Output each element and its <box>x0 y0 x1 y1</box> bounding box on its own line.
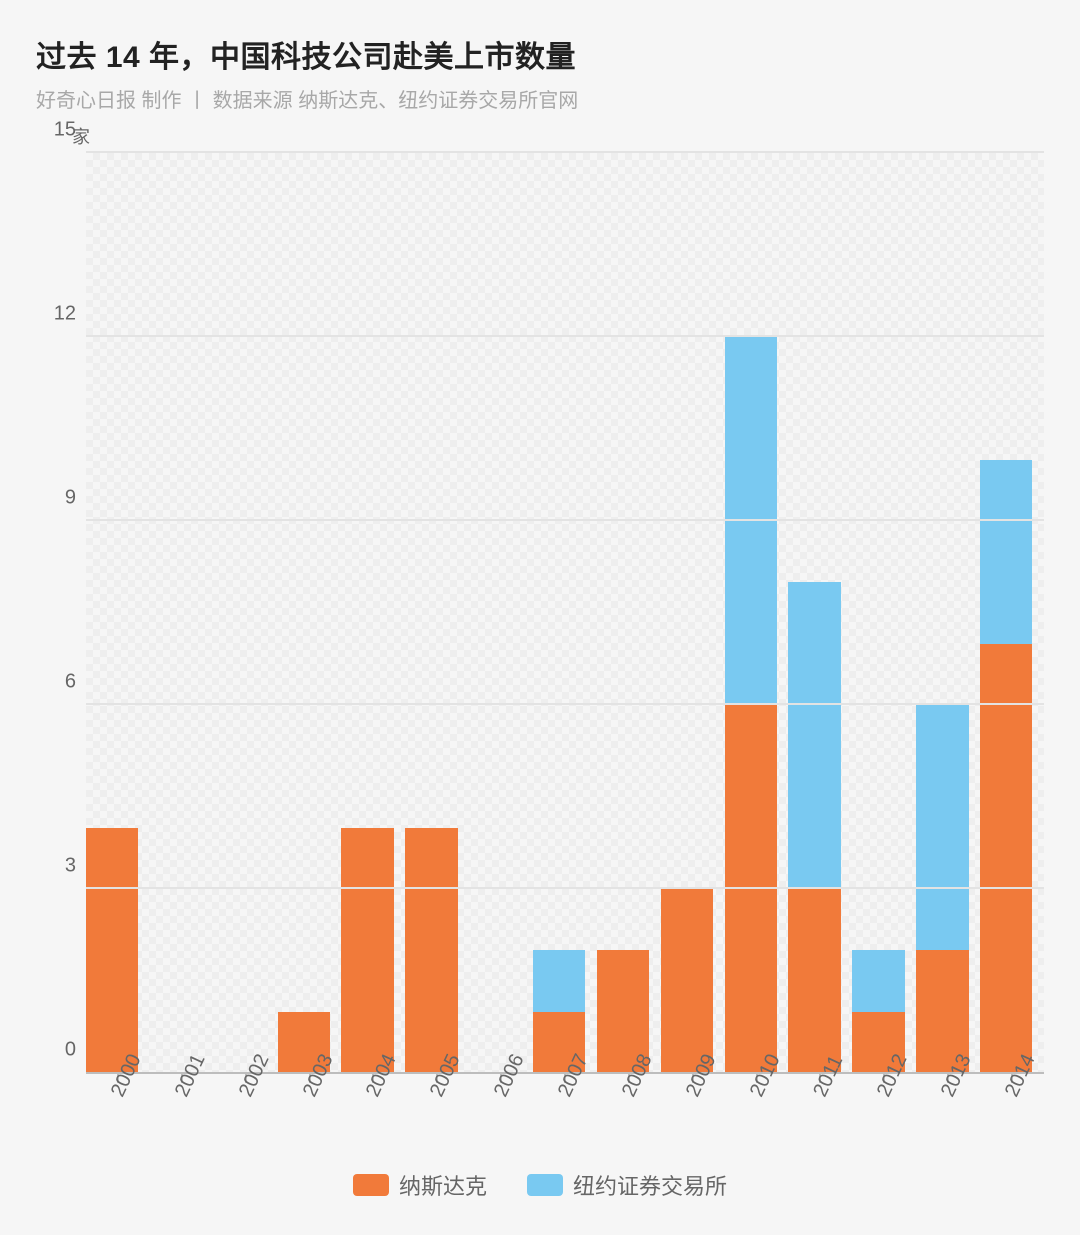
bar-segment-nyse <box>916 705 968 950</box>
bar-slot <box>278 153 342 1073</box>
x-tick: 2013 <box>916 1073 980 1157</box>
y-gridline <box>86 887 1044 889</box>
bar-segment-nasdaq <box>405 828 457 1073</box>
bar-segment-nyse <box>725 337 777 705</box>
y-gridline <box>86 151 1044 153</box>
bar-segment-nyse <box>788 582 840 889</box>
bar-slot <box>341 153 405 1073</box>
bar-segment-nasdaq <box>788 889 840 1073</box>
bar-slot <box>469 153 533 1073</box>
legend-swatch <box>527 1174 563 1196</box>
bar-slot <box>214 153 278 1073</box>
chart-area: 03691215 2000200120022003200420052006200… <box>36 153 1044 1201</box>
bar-slot <box>980 153 1044 1073</box>
bar <box>980 460 1032 1073</box>
y-axis-unit-label: 家 <box>72 123 1044 149</box>
plot-area: 03691215 <box>86 153 1044 1073</box>
x-tick: 2007 <box>533 1073 597 1157</box>
bar-slot <box>661 153 725 1073</box>
bar-slot <box>150 153 214 1073</box>
bar <box>661 889 713 1073</box>
legend: 纳斯达克 纽约证券交易所 <box>36 1169 1044 1201</box>
x-tick: 2011 <box>788 1073 852 1157</box>
x-tick: 2003 <box>278 1073 342 1157</box>
y-tick-label: 12 <box>46 303 86 326</box>
bar-slot <box>725 153 789 1073</box>
bar <box>916 705 968 1073</box>
bar-segment-nyse <box>852 950 904 1011</box>
x-tick: 2004 <box>341 1073 405 1157</box>
y-tick-label: 6 <box>46 671 86 694</box>
bar <box>725 337 777 1073</box>
x-tick: 2002 <box>214 1073 278 1157</box>
bar-slot <box>788 153 852 1073</box>
legend-label: 纳斯达克 <box>399 1169 487 1201</box>
x-tick: 2005 <box>405 1073 469 1157</box>
x-tick: 2009 <box>661 1073 725 1157</box>
bar-segment-nasdaq <box>980 644 1032 1073</box>
legend-swatch <box>353 1174 389 1196</box>
legend-item-nyse: 纽约证券交易所 <box>527 1169 727 1201</box>
bar-slot <box>533 153 597 1073</box>
x-tick: 2014 <box>980 1073 1044 1157</box>
bar-segment-nasdaq <box>661 889 713 1073</box>
legend-item-nasdaq: 纳斯达克 <box>353 1169 487 1201</box>
y-gridline <box>86 519 1044 521</box>
bar <box>405 828 457 1073</box>
bars-container <box>86 153 1044 1073</box>
x-tick: 2000 <box>86 1073 150 1157</box>
legend-label: 纽约证券交易所 <box>573 1169 727 1201</box>
x-tick: 2001 <box>150 1073 214 1157</box>
chart-title: 过去 14 年，中国科技公司赴美上市数量 <box>36 32 1044 76</box>
y-gridline <box>86 703 1044 705</box>
x-axis-ticks: 2000200120022003200420052006200720082009… <box>86 1073 1044 1157</box>
y-tick-label: 0 <box>46 1039 86 1062</box>
y-gridline <box>86 335 1044 337</box>
x-tick: 2010 <box>725 1073 789 1157</box>
y-tick-label: 15 <box>46 119 86 142</box>
bar-segment-nasdaq <box>341 828 393 1073</box>
bar <box>341 828 393 1073</box>
chart-subtitle: 好奇心日报 制作 丨 数据来源 纳斯达克、纽约证券交易所官网 <box>36 84 1044 113</box>
bar-slot <box>86 153 150 1073</box>
bar-segment-nasdaq <box>725 705 777 1073</box>
y-tick-label: 3 <box>46 855 86 878</box>
bar <box>788 582 840 1073</box>
bar-slot <box>852 153 916 1073</box>
bar-segment-nyse <box>980 460 1032 644</box>
bar-slot <box>597 153 661 1073</box>
bar-slot <box>405 153 469 1073</box>
x-tick: 2012 <box>852 1073 916 1157</box>
bar-segment-nasdaq <box>86 828 138 1073</box>
bar <box>86 828 138 1073</box>
y-tick-label: 9 <box>46 487 86 510</box>
x-tick: 2006 <box>469 1073 533 1157</box>
x-tick: 2008 <box>597 1073 661 1157</box>
bar-slot <box>916 153 980 1073</box>
bar-segment-nyse <box>533 950 585 1011</box>
